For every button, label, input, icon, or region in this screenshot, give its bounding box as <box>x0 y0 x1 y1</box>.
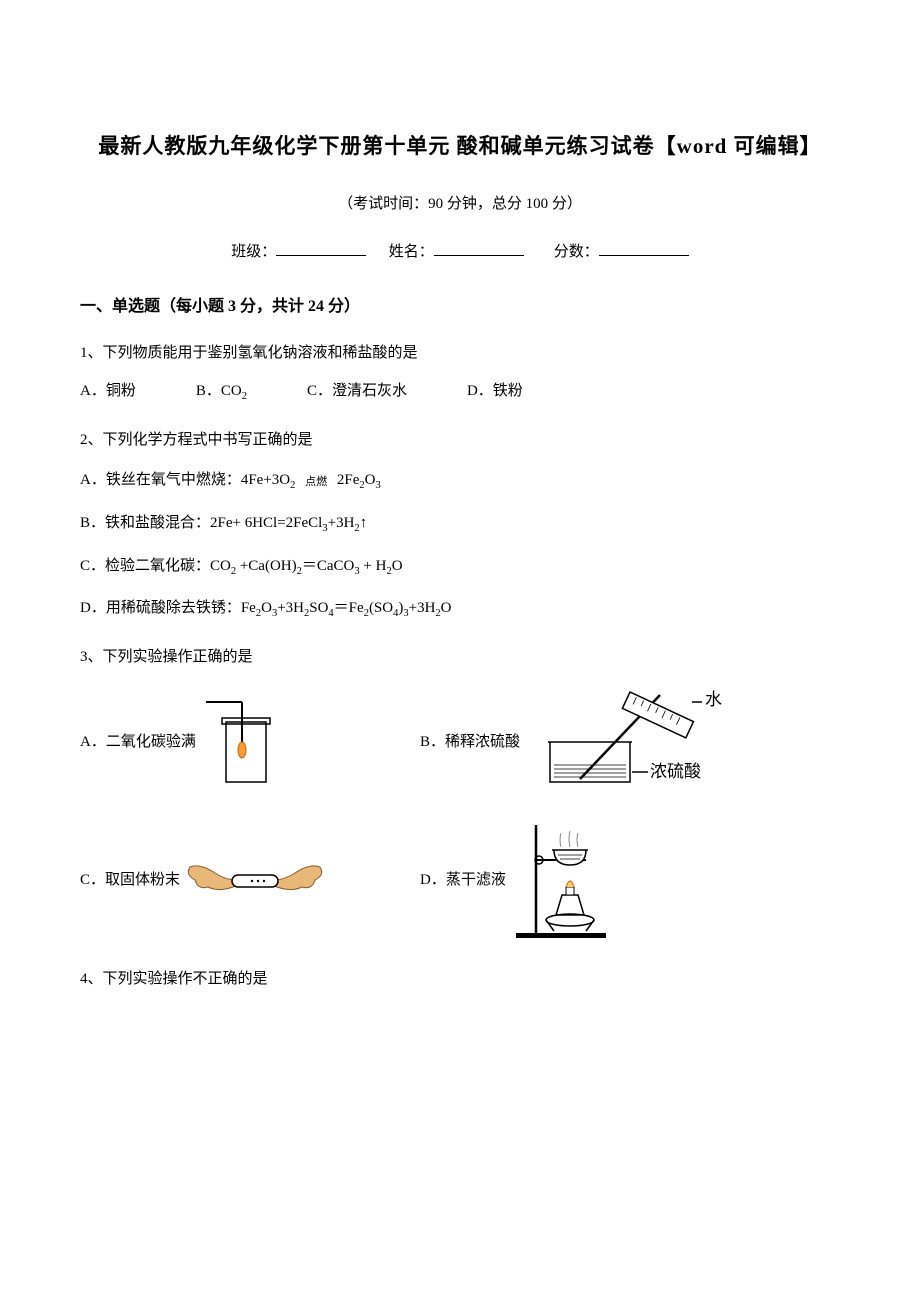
q2b-1: B．铁和盐酸混合：2Fe+ 6HCl=2FeCl <box>80 515 322 531</box>
q3-row-1: A．二氧化碳验满 B．稀释浓硫酸 <box>80 687 840 797</box>
name-blank[interactable] <box>434 241 524 256</box>
q2d-3: +3H <box>277 600 304 616</box>
q2d-9: O <box>441 600 452 616</box>
q2c-1: C．检验二氧化碳：CO <box>80 558 231 574</box>
dilute-acid-icon: 水 浓硫酸 <box>520 687 730 797</box>
class-label: 班级： <box>231 244 276 260</box>
q2a-p1: 2Fe <box>337 472 360 488</box>
q2d-8: +3H <box>409 600 436 616</box>
q3-stem: 3、下列实验操作正确的是 <box>80 645 840 669</box>
q2-opt-a[interactable]: A．铁丝在氧气中燃烧：4Fe+3O2 点燃 2Fe2O3 <box>80 468 840 495</box>
question-3: 3、下列实验操作正确的是 A．二氧化碳验满 B．稀释浓硫酸 <box>80 645 840 945</box>
q2-opt-d[interactable]: D．用稀硫酸除去铁锈：Fe2O3+3H2SO4＝Fe2(SO4)3+3H2O <box>80 596 840 623</box>
q2a-s3: 3 <box>375 480 380 491</box>
question-4: 4、下列实验操作不正确的是 <box>80 967 840 991</box>
evaporate-icon <box>506 815 626 945</box>
q2-opt-b[interactable]: B．铁和盐酸混合：2Fe+ 6HCl=2FeCl3+3H2↑ <box>80 511 840 538</box>
question-2: 2、下列化学方程式中书写正确的是 A．铁丝在氧气中燃烧：4Fe+3O2 点燃 2… <box>80 428 840 623</box>
q2-opt-c[interactable]: C．检验二氧化碳：CO2 +Ca(OH)2＝CaCO3 + H2O <box>80 554 840 581</box>
q1-opt-b[interactable]: B．CO2 <box>196 379 247 406</box>
q3-row-2: C．取固体粉末 D．蒸干滤液 <box>80 815 840 945</box>
q2c-4: + H <box>360 558 387 574</box>
q4-stem: 4、下列实验操作不正确的是 <box>80 967 840 991</box>
q2d-1: D．用稀硫酸除去铁锈：Fe <box>80 600 256 616</box>
q2-stem: 2、下列化学方程式中书写正确的是 <box>80 428 840 452</box>
q3d-label: D．蒸干滤液 <box>420 868 506 892</box>
q3c-label: C．取固体粉末 <box>80 868 180 892</box>
score-blank[interactable] <box>599 241 689 256</box>
q2a-p2: O <box>365 472 376 488</box>
q1-opt-d[interactable]: D．铁粉 <box>467 379 523 406</box>
reaction-condition-icon: 点燃 <box>299 475 333 486</box>
cond-text: 点燃 <box>299 477 333 488</box>
q2d-4: SO <box>309 600 328 616</box>
q2a-pre: A．铁丝在氧气中燃烧：4Fe+3O <box>80 472 290 488</box>
q2d-5: ＝Fe <box>334 600 364 616</box>
q3a-label: A．二氧化碳验满 <box>80 730 196 754</box>
q1-options: A．铜粉 B．CO2 C．澄清石灰水 D．铁粉 <box>80 379 840 406</box>
q3-opt-a[interactable]: A．二氧化碳验满 <box>80 692 420 792</box>
acid-label: 浓硫酸 <box>650 762 701 781</box>
q1-opt-c[interactable]: C．澄清石灰水 <box>307 379 407 406</box>
water-label: 水 <box>705 690 722 709</box>
student-info-row: 班级： 姓名： 分数： <box>80 240 840 264</box>
q2a-s1: 2 <box>290 480 295 491</box>
question-1: 1、下列物质能用于鉴别氢氧化钠溶液和稀盐酸的是 A．铜粉 B．CO2 C．澄清石… <box>80 341 840 406</box>
q1-opt-a[interactable]: A．铜粉 <box>80 379 136 406</box>
q3-opt-c[interactable]: C．取固体粉末 <box>80 845 420 915</box>
take-powder-icon <box>180 845 330 915</box>
class-blank[interactable] <box>276 241 366 256</box>
q1-stem: 1、下列物质能用于鉴别氢氧化钠溶液和稀盐酸的是 <box>80 341 840 365</box>
q2b-2: +3H <box>328 515 355 531</box>
q3b-label: B．稀释浓硫酸 <box>420 730 520 754</box>
q2c-5: O <box>392 558 403 574</box>
q2d-2: O <box>261 600 272 616</box>
name-label: 姓名： <box>389 244 434 260</box>
doc-title: 最新人教版九年级化学下册第十单元 酸和碱单元练习试卷【word 可编辑】 <box>80 130 840 164</box>
q1-b-text: B．CO <box>196 383 242 399</box>
q2d-6: (SO <box>369 600 393 616</box>
q2c-3: ＝CaCO <box>302 558 355 574</box>
section-1-heading: 一、单选题（每小题 3 分，共计 24 分） <box>80 294 840 320</box>
q3-opt-d[interactable]: D．蒸干滤液 <box>420 815 626 945</box>
q1-b-sub: 2 <box>242 391 247 402</box>
q3-opt-b[interactable]: B．稀释浓硫酸 水 <box>420 687 730 797</box>
q2c-2: +Ca(OH) <box>236 558 297 574</box>
co2-bottle-icon <box>196 692 286 792</box>
q2b-3: ↑ <box>360 515 368 531</box>
score-label: 分数： <box>554 244 599 260</box>
exam-subtitle: （考试时间：90 分钟，总分 100 分） <box>80 192 840 216</box>
